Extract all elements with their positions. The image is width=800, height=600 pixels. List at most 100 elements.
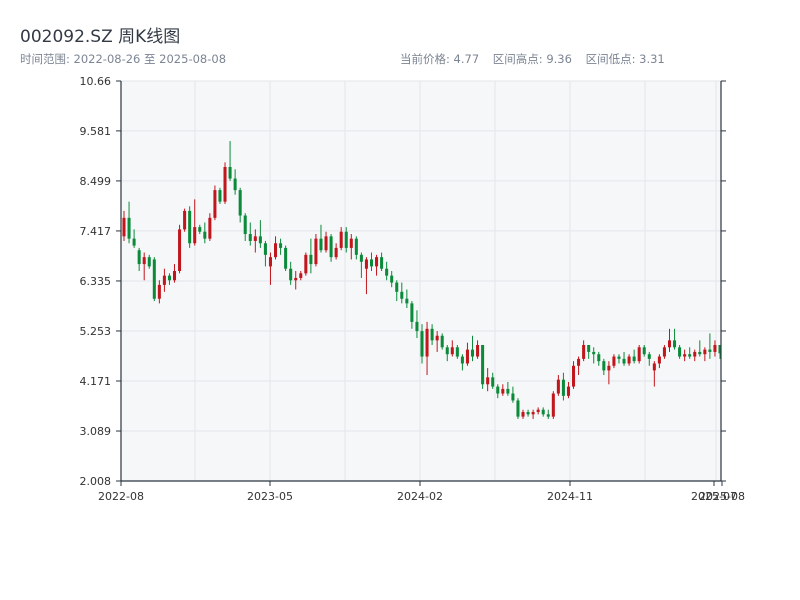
- candle-up: [122, 217, 126, 237]
- candle-up: [627, 356, 631, 364]
- candle-down: [420, 331, 424, 357]
- candle-down: [228, 166, 232, 179]
- candle-down: [511, 393, 515, 401]
- candle-up: [713, 344, 717, 352]
- candle-down: [718, 344, 722, 354]
- candle-down: [592, 351, 596, 355]
- candle-down: [678, 347, 682, 357]
- y-tick-label: 4.171: [80, 375, 112, 388]
- candle-down: [405, 298, 409, 304]
- candle-up: [683, 354, 687, 357]
- candle-down: [496, 386, 500, 394]
- candle-up: [294, 277, 298, 281]
- candle-up: [299, 273, 303, 278]
- range-low: 区间低点: 3.31: [585, 52, 665, 66]
- candle-down: [708, 349, 712, 352]
- axes: 10.66 9.581 8.499 7.417 6.335 5.253 4.171 3.089…: [80, 75, 745, 503]
- y-tick-label: 7.417: [80, 225, 112, 238]
- candle-up: [364, 259, 368, 269]
- candle-up: [521, 412, 525, 417]
- candle-down: [506, 388, 510, 394]
- candle-up: [334, 247, 338, 258]
- x-tick-label: 2025-08: [699, 490, 745, 503]
- candle-down: [203, 231, 207, 239]
- candle-up: [349, 238, 353, 248]
- candle-down: [385, 268, 389, 276]
- date-range-text: 时间范围: 2022-08-26 至 2025-08-08: [20, 52, 227, 66]
- candle-down: [602, 361, 606, 371]
- candle-up: [178, 229, 182, 272]
- candle-down: [258, 236, 262, 244]
- candle-down: [309, 254, 313, 265]
- candle-down: [319, 238, 323, 251]
- candle-up: [667, 340, 672, 348]
- candle-down: [188, 210, 192, 244]
- candle-up: [531, 412, 535, 415]
- candle-down: [597, 354, 601, 362]
- candle-up: [425, 328, 429, 357]
- candle-down: [491, 377, 495, 387]
- candle-up: [375, 257, 379, 267]
- candle-up: [223, 166, 227, 202]
- candle-down: [642, 347, 646, 355]
- candle-up: [253, 236, 257, 241]
- candle-up: [572, 365, 576, 387]
- candle-down: [541, 409, 545, 415]
- candle-up: [172, 271, 177, 281]
- candle-down: [198, 227, 202, 232]
- candle-up: [450, 347, 454, 355]
- candle-down: [243, 215, 247, 235]
- y-tick-label: 6.335: [80, 275, 112, 288]
- y-tick-label: 8.499: [80, 175, 112, 188]
- candle-down: [400, 291, 404, 299]
- candle-down: [561, 379, 565, 396]
- candle-up: [213, 190, 217, 218]
- candle-up: [157, 284, 161, 299]
- candle-up: [486, 377, 490, 385]
- candle-up: [339, 231, 343, 248]
- candle-up: [501, 388, 505, 394]
- candle-up: [208, 217, 212, 239]
- candles: [122, 141, 722, 419]
- candle-up: [304, 254, 308, 274]
- candle-down: [698, 351, 702, 355]
- current-price: 当前价格: 4.77: [400, 52, 480, 66]
- candle-up: [652, 363, 656, 371]
- candle-down: [238, 190, 242, 216]
- y-tick-label: 3.089: [80, 425, 112, 438]
- candle-up: [637, 347, 641, 362]
- candle-down: [218, 190, 222, 202]
- candle-down: [233, 178, 237, 191]
- candle-up: [193, 227, 197, 244]
- candle-down: [248, 234, 252, 241]
- candle-down: [632, 356, 636, 362]
- candle-down: [132, 238, 136, 246]
- candle-up: [582, 344, 586, 359]
- x-tick-label: 2023-05: [247, 490, 293, 503]
- candle-up: [465, 349, 469, 364]
- candle-down: [445, 347, 449, 355]
- candle-down: [354, 238, 358, 255]
- candle-down: [329, 236, 333, 258]
- x-tick-label: 2022-08: [98, 490, 144, 503]
- candle-down: [481, 344, 485, 385]
- candle-up: [435, 335, 439, 341]
- candle-down: [289, 268, 293, 281]
- x-tick-label: 2025-07: [691, 490, 737, 503]
- candle-up: [566, 386, 570, 396]
- y-tick-label: 9.581: [80, 125, 112, 138]
- y-tick-label: 2.008: [80, 475, 112, 488]
- candle-up: [662, 347, 666, 357]
- candle-up: [536, 409, 540, 413]
- candle-down: [688, 354, 692, 357]
- candle-down: [279, 243, 283, 248]
- candle-down: [137, 250, 141, 265]
- candle-up: [476, 344, 480, 357]
- candle-down: [284, 247, 288, 269]
- candle-down: [470, 349, 475, 357]
- y-tick-label: 5.253: [80, 325, 112, 338]
- candle-up: [607, 365, 611, 371]
- candle-down: [410, 303, 414, 322]
- price-summary: 当前价格: 4.77 区间高点: 9.36 区间低点: 3.31: [400, 51, 675, 67]
